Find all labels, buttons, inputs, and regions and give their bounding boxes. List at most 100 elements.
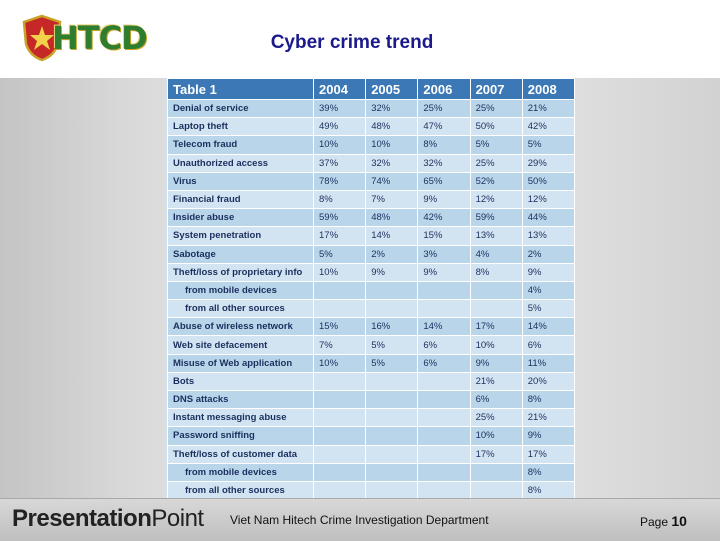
row-value-cell: [312, 280, 367, 301]
table-row: System penetration 17% 14% 15% 13% 13%: [167, 226, 576, 246]
table-row: from all other sources 5%: [167, 299, 576, 319]
row-value-cell: [469, 462, 523, 482]
row-label: Theft/loss of customer data: [167, 444, 314, 464]
row-value-cell: 25%: [417, 98, 471, 119]
page-indicator: Page 10: [640, 513, 687, 529]
row-value-cell: 8%: [417, 135, 471, 155]
table-header-row: Table 1 2004 2005 2006 2007 2008: [167, 78, 576, 100]
row-value-cell: [312, 371, 367, 392]
row-value-cell: 7%: [365, 189, 419, 210]
row-value-cell: 74%: [365, 171, 419, 191]
row-value-cell: 37%: [312, 153, 367, 173]
page-number: 10: [671, 513, 687, 529]
row-value-cell: 32%: [365, 98, 419, 119]
row-value-cell: 49%: [312, 117, 367, 137]
row-value-cell: [365, 480, 419, 501]
table-row: Denial of service 39% 32% 25% 25% 21%: [167, 98, 576, 119]
row-label: from all other sources: [167, 480, 314, 501]
row-label: from mobile devices: [167, 462, 314, 482]
row-value-cell: 12%: [469, 189, 523, 210]
row-value-cell: 8%: [521, 480, 576, 501]
table-row: Bots 21% 20%: [167, 371, 576, 392]
row-label: Telecom fraud: [167, 135, 314, 155]
row-label: Virus: [167, 171, 314, 191]
row-value-cell: 5%: [365, 353, 419, 373]
row-value-cell: 44%: [521, 208, 576, 228]
row-value-cell: [417, 280, 471, 301]
row-value-cell: [312, 426, 367, 446]
row-value-cell: [469, 480, 523, 501]
table-header-cell: 2004: [312, 78, 367, 100]
row-value-cell: 8%: [469, 262, 523, 282]
row-value-cell: 17%: [469, 317, 523, 337]
table-row: from all other sources 8%: [167, 480, 576, 501]
row-label: Misuse of Web application: [167, 353, 314, 373]
row-label: Unauthorized access: [167, 153, 314, 173]
row-value-cell: [312, 299, 367, 319]
brand-bold: Presentation: [12, 505, 152, 532]
table-row: Misuse of Web application 10% 5% 6% 9% 11%: [167, 353, 576, 373]
row-value-cell: [417, 371, 471, 392]
row-value-cell: 25%: [469, 98, 523, 119]
row-value-cell: 5%: [365, 335, 419, 355]
row-value-cell: 42%: [417, 208, 471, 228]
row-label: Financial fraud: [167, 189, 314, 210]
cyber-crime-table-container: Table 1 2004 2005 2006 2007 2008 Denial …: [166, 78, 576, 501]
slide-footer: PresentationPoint Viet Nam Hitech Crime …: [0, 498, 720, 541]
row-value-cell: [365, 280, 419, 301]
row-value-cell: 59%: [469, 208, 523, 228]
row-label: Instant messaging abuse: [167, 408, 314, 428]
table-row: Theft/loss of proprietary info 10% 9% 9% 8% 9…: [167, 262, 576, 282]
row-value-cell: 20%: [521, 371, 576, 392]
brand-light: Point: [151, 505, 204, 532]
table-row: Password sniffing 10% 9%: [167, 426, 576, 446]
row-value-cell: [417, 426, 471, 446]
row-value-cell: 8%: [312, 189, 367, 210]
row-value-cell: 2%: [365, 244, 419, 264]
row-label: Theft/loss of proprietary info: [167, 262, 314, 282]
row-value-cell: 7%: [312, 335, 367, 355]
slide-header: HTCD Cyber crime trend: [0, 0, 720, 78]
row-value-cell: 42%: [521, 117, 576, 137]
row-value-cell: [417, 299, 471, 319]
table-row: from mobile devices 8%: [167, 462, 576, 482]
row-value-cell: 65%: [417, 171, 471, 191]
row-label: Password sniffing: [167, 426, 314, 446]
row-value-cell: 14%: [365, 226, 419, 246]
row-value-cell: [469, 280, 523, 301]
table-header-cell: 2005: [365, 78, 419, 100]
table-row: Financial fraud 8% 7% 9% 12% 12%: [167, 189, 576, 210]
table-row: Sabotage 5% 2% 3% 4% 2%: [167, 244, 576, 264]
row-value-cell: [417, 480, 471, 501]
row-label: from mobile devices: [167, 280, 314, 301]
row-value-cell: 16%: [365, 317, 419, 337]
row-value-cell: 15%: [417, 226, 471, 246]
row-value-cell: [469, 299, 523, 319]
row-value-cell: 10%: [312, 135, 367, 155]
row-value-cell: [312, 389, 367, 410]
table-row: Unauthorized access 37% 32% 32% 25% 29%: [167, 153, 576, 173]
table-header-cell: 2006: [417, 78, 471, 100]
row-value-cell: 14%: [417, 317, 471, 337]
row-value-cell: 4%: [521, 280, 576, 301]
row-value-cell: 17%: [312, 226, 367, 246]
row-value-cell: 25%: [469, 408, 523, 428]
row-value-cell: [417, 444, 471, 464]
row-value-cell: 21%: [469, 371, 523, 392]
row-value-cell: 59%: [312, 208, 367, 228]
row-value-cell: 17%: [521, 444, 576, 464]
row-value-cell: [417, 389, 471, 410]
row-label: Web site defacement: [167, 335, 314, 355]
row-value-cell: 32%: [365, 153, 419, 173]
cyber-crime-table: Table 1 2004 2005 2006 2007 2008 Denial …: [167, 78, 576, 501]
row-value-cell: 50%: [521, 171, 576, 191]
row-value-cell: 6%: [417, 335, 471, 355]
row-value-cell: 25%: [469, 153, 523, 173]
row-label: Laptop theft: [167, 117, 314, 137]
table-body: Denial of service 39% 32% 25% 25% 21% Laptop t…: [167, 98, 576, 501]
row-label: Abuse of wireless network: [167, 317, 314, 337]
row-value-cell: [365, 299, 419, 319]
table-header-cell: 2007: [469, 78, 523, 100]
row-value-cell: 29%: [521, 153, 576, 173]
row-value-cell: [312, 444, 367, 464]
